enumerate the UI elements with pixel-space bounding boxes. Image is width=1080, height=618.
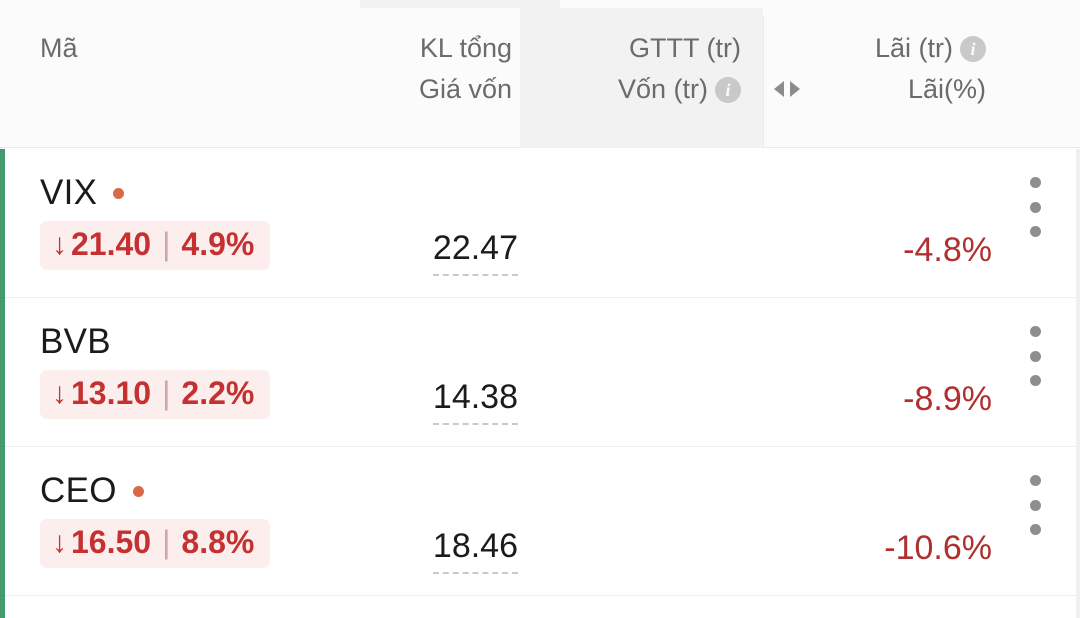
kebab-dot-icon: [1029, 375, 1041, 386]
gia-von-value[interactable]: 18.46: [432, 527, 518, 574]
cell-gttt: [520, 149, 763, 298]
info-icon-von[interactable]: i: [715, 77, 741, 103]
cell-gttt: [520, 298, 763, 447]
cell-kl-tong: 22.47: [260, 149, 520, 298]
symbol-code[interactable]: CEO: [40, 471, 117, 510]
column-header-ma-line1: Mã: [40, 33, 78, 63]
row-accent-bar: [0, 447, 5, 596]
cell-kl-tong: 14.38: [260, 298, 520, 447]
table-row[interactable]: VIX ↓ 21.40 | 4.9% 22.47: [0, 149, 1080, 298]
column-header-kl-line1: KL tổng: [419, 33, 512, 63]
kebab-dot-icon: [1029, 499, 1041, 511]
badge-separator: |: [162, 375, 171, 411]
column-header-ma[interactable]: Mã: [40, 8, 240, 148]
price-change-badge: ↓ 13.10 | 2.2%: [40, 370, 271, 419]
kebab-dot-icon: [1029, 350, 1041, 362]
price-value: 21.40: [71, 226, 152, 262]
price-change-percent: 2.2%: [181, 375, 255, 411]
row-accent-bar: [0, 149, 5, 298]
symbol-code[interactable]: BVB: [40, 322, 111, 361]
cell-lai: -10.6%: [800, 447, 1070, 596]
price-value: 16.50: [71, 524, 152, 560]
badge-separator: |: [162, 524, 171, 560]
column-header-lai-line1-wrap: Lãi (tr) i: [810, 28, 986, 69]
price-change-percent: 8.8%: [181, 524, 255, 560]
row-menu-button[interactable]: [1024, 177, 1046, 237]
resize-arrows-icon: [774, 81, 800, 97]
row-menu-button[interactable]: [1024, 326, 1046, 386]
row-accent-bar: [0, 298, 5, 447]
badge-separator: |: [162, 226, 171, 262]
table-row[interactable]: [0, 596, 1080, 618]
gia-von-value[interactable]: 14.38: [432, 378, 518, 425]
column-divider: [763, 16, 764, 156]
column-header-lai-line1: Lãi (tr): [874, 33, 953, 63]
row-menu-button[interactable]: [1024, 475, 1046, 535]
lai-percent-value: -4.8%: [903, 231, 992, 269]
column-header-lai-line2: Lãi(%): [907, 74, 986, 104]
symbol-code[interactable]: VIX: [40, 173, 98, 212]
column-header-kl-line2: Giá vốn: [418, 74, 512, 104]
table-header: Mã KL tổng Giá vốn GTTT (tr) Vốn (tr) i L…: [0, 8, 1080, 156]
info-icon-lai[interactable]: i: [960, 36, 986, 62]
column-header-gttt-line2: Vốn (tr): [617, 74, 708, 104]
column-header-gttt-line2-wrap: Vốn (tr) i: [520, 69, 741, 110]
column-header-kl-tong[interactable]: KL tổng Giá vốn: [260, 8, 515, 148]
arrow-down-icon: ↓: [52, 376, 67, 410]
price-value: 13.10: [71, 375, 152, 411]
table-row[interactable]: CEO ↓ 16.50 | 8.8% 18.46: [0, 447, 1080, 596]
row-accent-bar: [0, 596, 5, 618]
arrow-down-icon: ↓: [52, 525, 67, 559]
cell-gttt: [520, 447, 763, 596]
top-edge-sliver: [0, 0, 1080, 8]
top-edge-tab-remnant: [360, 0, 560, 8]
price-change-badge: ↓ 21.40 | 4.9%: [40, 221, 271, 270]
kebab-dot-icon: [1029, 177, 1041, 188]
table-body[interactable]: VIX ↓ 21.40 | 4.9% 22.47: [0, 149, 1080, 618]
lai-percent-value: -8.9%: [903, 380, 992, 418]
cell-lai: -4.8%: [800, 149, 1070, 298]
table-row[interactable]: BVB ↓ 13.10 | 2.2% 14.38: [0, 298, 1080, 447]
column-resize-handle[interactable]: [768, 70, 806, 108]
column-header-gttt-line1: GTTT (tr): [629, 33, 741, 63]
vertical-scrollbar[interactable]: [1076, 149, 1080, 618]
symbol-block[interactable]: BVB ↓ 13.10 | 2.2%: [40, 320, 271, 419]
kebab-dot-icon: [1029, 326, 1041, 337]
kebab-dot-icon: [1029, 524, 1041, 535]
symbol-line: VIX: [40, 171, 270, 215]
symbol-line: CEO: [40, 469, 270, 513]
column-header-gttt[interactable]: GTTT (tr) Vốn (tr) i: [520, 8, 763, 148]
price-change-badge: ↓ 16.50 | 8.8%: [40, 519, 271, 568]
cell-kl-tong: 18.46: [260, 447, 520, 596]
kebab-dot-icon: [1029, 475, 1041, 486]
symbol-line: BVB: [40, 320, 270, 364]
gia-von-value[interactable]: 22.47: [432, 229, 518, 276]
kebab-dot-icon: [1029, 226, 1041, 237]
status-dot-icon: [132, 485, 144, 497]
cell-lai: -8.9%: [800, 298, 1070, 447]
symbol-block[interactable]: CEO ↓ 16.50 | 8.8%: [40, 469, 271, 568]
kebab-dot-icon: [1029, 201, 1041, 213]
lai-percent-value: -10.6%: [884, 529, 992, 567]
status-dot-icon: [113, 187, 125, 199]
symbol-block[interactable]: VIX ↓ 21.40 | 4.9%: [40, 171, 271, 270]
column-header-lai[interactable]: Lãi (tr) i Lãi(%): [810, 8, 1070, 148]
arrow-down-icon: ↓: [52, 227, 67, 261]
price-change-percent: 4.9%: [181, 226, 255, 262]
